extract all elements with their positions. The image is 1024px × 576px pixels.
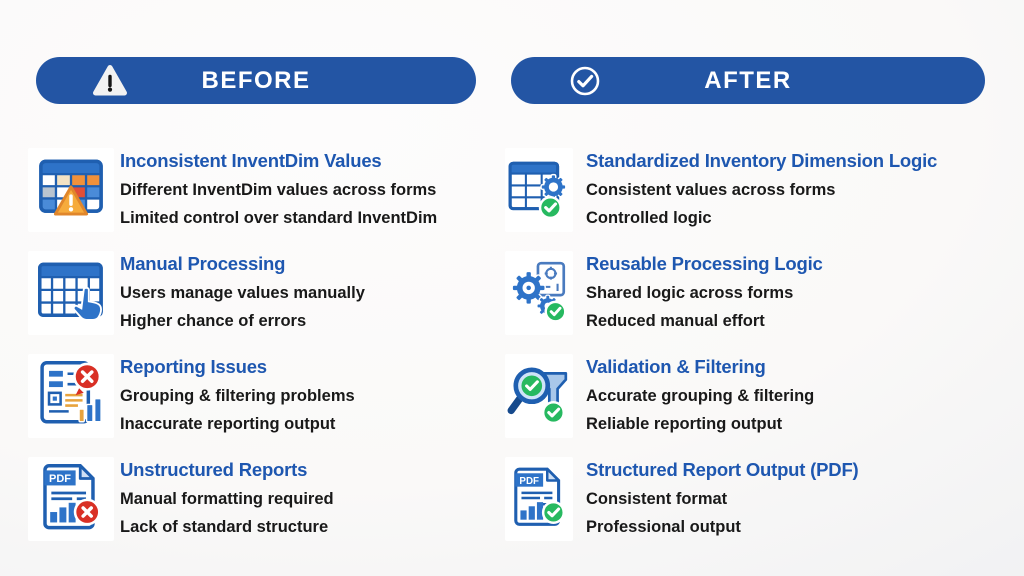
item-text: Unstructured Reports Manual formatting r… (120, 457, 334, 541)
item-line: Users manage values manually (120, 284, 365, 302)
item-line: Accurate grouping & filtering (586, 387, 815, 405)
item-text: Structured Report Output (PDF) Consisten… (586, 457, 859, 541)
item-title: Manual Processing (120, 253, 286, 274)
item-text: Reusable Processing Logic Shared logic a… (586, 251, 823, 335)
pdf-check-icon: PDF (506, 464, 572, 535)
icon-tile: PDF (28, 457, 114, 541)
item-line: Consistent format (586, 490, 728, 508)
item-line: Controlled logic (586, 209, 712, 227)
item-title: Reusable Processing Logic (586, 253, 823, 274)
list-item: Reporting Issues Grouping & filtering pr… (28, 354, 480, 438)
list-item: Inconsistent InventDim Values Different … (28, 148, 480, 232)
item-title: Unstructured Reports (120, 459, 308, 480)
before-column: BEFORE (28, 57, 480, 541)
list-item: Reusable Processing Logic Shared logic a… (505, 251, 989, 335)
report-error-icon (34, 357, 108, 436)
item-line: Manual formatting required (120, 490, 334, 508)
gears-check-icon (506, 258, 572, 329)
item-text: Reporting Issues Grouping & filtering pr… (120, 354, 355, 438)
list-item: Standardized Inventory Dimension Logic C… (505, 148, 989, 232)
before-label: BEFORE (201, 66, 311, 94)
icon-tile: PDF (505, 457, 573, 541)
item-text: Manual Processing Users manage values ma… (120, 251, 365, 335)
check-circle-icon (567, 63, 603, 99)
item-title: Structured Report Output (PDF) (586, 459, 859, 480)
icon-tile (28, 251, 114, 335)
icon-tile (28, 148, 114, 232)
item-text: Inconsistent InventDim Values Different … (120, 148, 437, 232)
item-line: Consistent values across forms (586, 181, 836, 199)
list-item: PDF Unstructured Reports Manual formatti… (28, 457, 480, 541)
item-line: Higher chance of errors (120, 312, 307, 330)
list-item: Manual Processing Users manage values ma… (28, 251, 480, 335)
list-item: Validation & Filtering Accurate grouping… (505, 354, 989, 438)
item-line: Professional output (586, 518, 741, 536)
icon-tile (505, 148, 573, 232)
icon-tile (505, 354, 573, 438)
item-title: Validation & Filtering (586, 356, 766, 377)
search-filter-check-icon (506, 361, 572, 432)
svg-text:PDF: PDF (49, 473, 71, 485)
item-text: Validation & Filtering Accurate grouping… (586, 354, 814, 438)
after-items: Standardized Inventory Dimension Logic C… (505, 148, 989, 541)
item-line: Different InventDim values across forms (120, 181, 437, 199)
item-line: Shared logic across forms (586, 284, 794, 302)
item-title: Standardized Inventory Dimension Logic (586, 150, 938, 171)
item-line: Limited control over standard InventDim (120, 209, 438, 227)
item-text: Standardized Inventory Dimension Logic C… (586, 148, 937, 232)
item-line: Inaccurate reporting output (120, 415, 336, 433)
after-header-pill: AFTER (511, 57, 985, 104)
svg-text:PDF: PDF (519, 475, 539, 486)
before-items: Inconsistent InventDim Values Different … (28, 148, 480, 541)
table-gear-check-icon (506, 155, 572, 226)
item-title: Reporting Issues (120, 356, 267, 377)
item-line: Lack of standard structure (120, 518, 329, 536)
warning-triangle-icon (92, 63, 128, 99)
item-line: Reliable reporting output (586, 415, 783, 433)
pdf-error-icon: PDF (34, 460, 108, 539)
table-hand-icon (34, 254, 108, 333)
item-line: Grouping & filtering problems (120, 387, 355, 405)
icon-tile (505, 251, 573, 335)
table-warning-icon (34, 151, 108, 230)
icon-tile (28, 354, 114, 438)
before-header-pill: BEFORE (36, 57, 476, 104)
item-title: Inconsistent InventDim Values (120, 150, 382, 171)
item-line: Reduced manual effort (586, 312, 765, 330)
list-item: PDF Structured Report Output (PDF) Consi… (505, 457, 989, 541)
after-column: AFTER (505, 57, 989, 541)
after-label: AFTER (704, 66, 792, 94)
